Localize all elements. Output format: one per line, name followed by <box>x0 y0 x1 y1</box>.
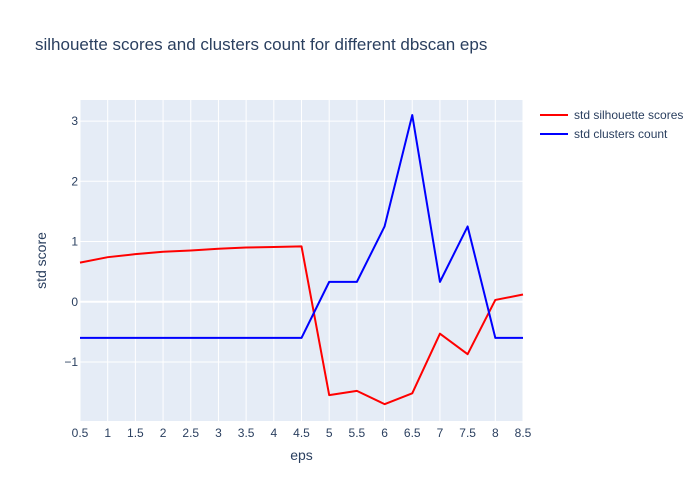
x-tick-label: 6 <box>381 426 388 440</box>
x-tick-label: 4.5 <box>293 426 310 440</box>
x-tick-label: 6.5 <box>404 426 421 440</box>
x-axis-ticks: 0.5 1 1.5 2 2.5 3 3.5 4 4.5 5 5.5 6 6.5 7 7.5 8 8.5 <box>72 426 532 440</box>
y-tick-label: 1 <box>71 235 78 249</box>
legend-item[interactable]: std clusters count <box>540 127 668 141</box>
x-tick-label: 8 <box>492 426 499 440</box>
y-tick-label: 0 <box>71 295 78 309</box>
x-tick-label: 5 <box>326 426 333 440</box>
x-tick-label: 5.5 <box>349 426 366 440</box>
x-tick-label: 1 <box>104 426 111 440</box>
x-tick-label: 3.5 <box>238 426 255 440</box>
y-tick-label: 2 <box>71 174 78 188</box>
x-tick-label: 7 <box>437 426 444 440</box>
x-tick-label: 1.5 <box>127 426 144 440</box>
x-tick-label: 3 <box>215 426 222 440</box>
legend[interactable]: std silhouette scores std clusters count <box>540 108 683 141</box>
x-axis-title: eps <box>290 447 313 463</box>
x-tick-label: 2.5 <box>182 426 199 440</box>
x-tick-label: 4 <box>270 426 277 440</box>
series-line-silhouette-scores <box>79 245 524 406</box>
legend-label: std silhouette scores <box>574 108 683 122</box>
y-tick-label: −1 <box>64 355 78 369</box>
y-axis-ticks: −1 0 1 2 3 <box>64 114 78 369</box>
series-layer <box>79 114 524 406</box>
x-tick-label: 7.5 <box>459 426 476 440</box>
x-tick-label: 2 <box>160 426 167 440</box>
x-tick-label: 0.5 <box>72 426 89 440</box>
series-line-clusters-count <box>80 114 523 339</box>
grid <box>79 100 524 421</box>
legend-label: std clusters count <box>574 127 668 141</box>
y-axis-title: std score <box>33 232 49 289</box>
legend-item[interactable]: std silhouette scores <box>540 108 683 122</box>
chart-title: silhouette scores and clusters count for… <box>35 35 487 54</box>
y-tick-label: 3 <box>71 114 78 128</box>
x-tick-label: 8.5 <box>515 426 532 440</box>
